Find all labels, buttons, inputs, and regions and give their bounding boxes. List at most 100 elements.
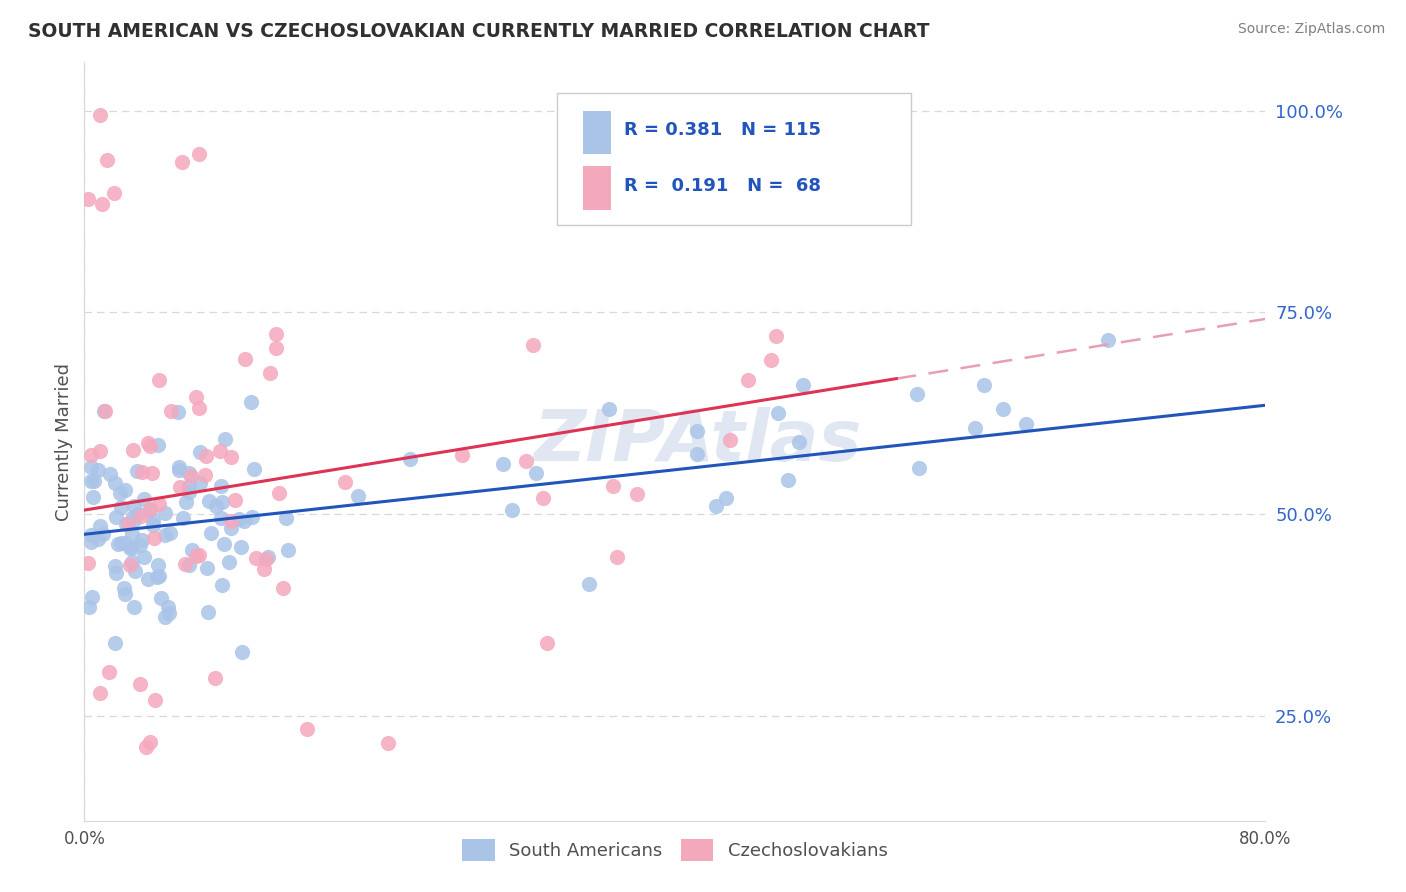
Point [103, 186, 125, 201]
Point [104, 559, 127, 574]
Point [129, 538, 152, 552]
Point [122, 513, 145, 527]
Point [82, 591, 104, 605]
Point [107, 537, 129, 551]
Point [83, 474, 105, 488]
Point [198, 494, 221, 508]
Point [765, 329, 787, 343]
Point [578, 577, 600, 591]
Point [211, 577, 233, 591]
Point [295, 723, 318, 737]
Point [219, 521, 242, 535]
Point [131, 508, 153, 523]
Point [963, 421, 986, 435]
Point [209, 511, 232, 525]
Point [143, 531, 166, 545]
Point [718, 433, 741, 447]
Point [174, 495, 197, 509]
Point [188, 147, 211, 161]
Point [138, 735, 160, 749]
Point [79, 459, 101, 474]
Point [110, 536, 132, 550]
Point [143, 693, 166, 707]
Point [153, 528, 176, 542]
Point [905, 386, 928, 401]
Point [181, 543, 204, 558]
Point [114, 587, 136, 601]
Point [122, 499, 145, 513]
Point [136, 436, 159, 450]
Point [91, 197, 114, 211]
Point [148, 438, 170, 452]
Point [77, 192, 100, 206]
Text: Source: ZipAtlas.com: Source: ZipAtlas.com [1237, 22, 1385, 37]
Point [121, 526, 143, 541]
Point [194, 468, 217, 483]
Point [104, 636, 127, 650]
Point [211, 495, 233, 509]
Point [787, 434, 810, 449]
Point [219, 450, 242, 464]
Point [139, 501, 162, 516]
Point [273, 581, 295, 595]
Point [346, 489, 368, 503]
Point [105, 510, 128, 524]
Point [766, 406, 789, 420]
Point [398, 451, 420, 466]
Point [602, 479, 624, 493]
Point [76, 556, 98, 570]
Point [259, 366, 281, 380]
Point [231, 540, 253, 554]
Point [188, 401, 211, 415]
Point [209, 444, 232, 458]
Text: R =  0.191   N =  68: R = 0.191 N = 68 [624, 177, 821, 195]
Point [973, 378, 995, 392]
Point [233, 514, 256, 528]
Point [253, 562, 276, 576]
Point [79, 528, 101, 542]
Point [186, 549, 208, 563]
FancyBboxPatch shape [582, 111, 612, 154]
Point [79, 599, 101, 614]
Point [209, 478, 232, 492]
Point [269, 486, 291, 500]
Point [333, 475, 356, 489]
Point [536, 636, 558, 650]
FancyBboxPatch shape [557, 93, 911, 226]
Point [492, 457, 515, 471]
Point [993, 401, 1015, 416]
Point [142, 513, 165, 527]
Point [264, 341, 287, 355]
Point [93, 526, 115, 541]
Point [167, 463, 190, 477]
Point [214, 432, 236, 446]
Point [148, 569, 170, 583]
Text: SOUTH AMERICAN VS CZECHOSLOVAKIAN CURRENTLY MARRIED CORRELATION CHART: SOUTH AMERICAN VS CZECHOSLOVAKIAN CURREN… [28, 22, 929, 41]
Point [254, 551, 277, 566]
Point [197, 606, 219, 620]
Point [112, 581, 135, 595]
Point [148, 498, 170, 512]
Point [87, 463, 110, 477]
Point [759, 352, 782, 367]
Point [686, 424, 709, 438]
Point [219, 514, 242, 528]
Point [907, 461, 929, 475]
Point [131, 533, 153, 548]
Point [212, 537, 235, 551]
Point [195, 561, 218, 575]
Point [122, 510, 145, 524]
Point [87, 532, 110, 546]
Point [177, 479, 200, 493]
Point [274, 510, 297, 524]
Point [522, 338, 544, 352]
Point [205, 499, 228, 513]
Point [93, 404, 115, 418]
Point [266, 327, 288, 342]
Point [179, 467, 201, 481]
Point [121, 541, 143, 555]
Point [120, 541, 142, 555]
Point [153, 506, 176, 520]
Point [524, 466, 547, 480]
Point [98, 467, 121, 482]
